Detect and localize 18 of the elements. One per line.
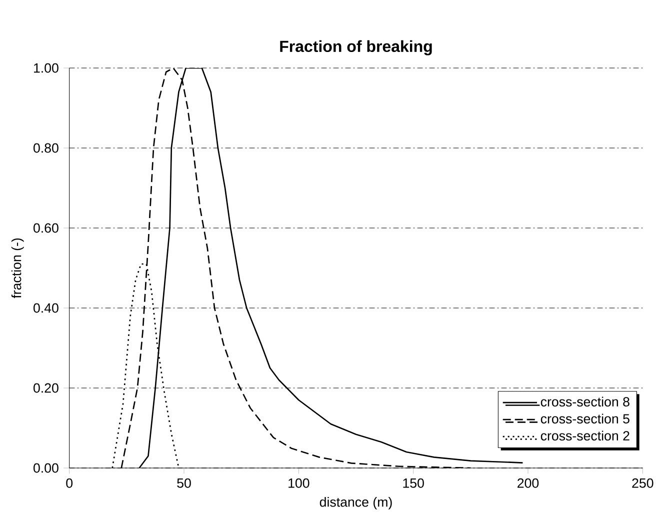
y-tick-label: 0.80	[34, 143, 58, 153]
legend-label: cross-section 2	[540, 430, 630, 441]
y-tick-label: 1.00	[34, 63, 58, 73]
legend-label: cross-section 8	[540, 396, 630, 407]
x-axis-title: distance (m)	[320, 496, 392, 510]
x-tick-label: 0	[66, 478, 73, 488]
chart-title: Fraction of breaking	[280, 40, 432, 56]
y-tick-label: 0.60	[34, 223, 58, 233]
y-axis-title: fraction (-)	[11, 238, 24, 298]
y-tick-label: 0.20	[34, 383, 58, 393]
x-tick-label: 50	[177, 478, 191, 488]
x-tick-label: 250	[632, 478, 654, 488]
x-tick-label: 150	[403, 478, 424, 488]
x-tick-label: 100	[288, 478, 310, 488]
y-tick-label: 0.00	[34, 463, 58, 473]
y-tick-label: 0.40	[34, 303, 58, 313]
legend-label: cross-section 5	[540, 414, 630, 424]
x-tick-label: 200	[518, 478, 539, 488]
